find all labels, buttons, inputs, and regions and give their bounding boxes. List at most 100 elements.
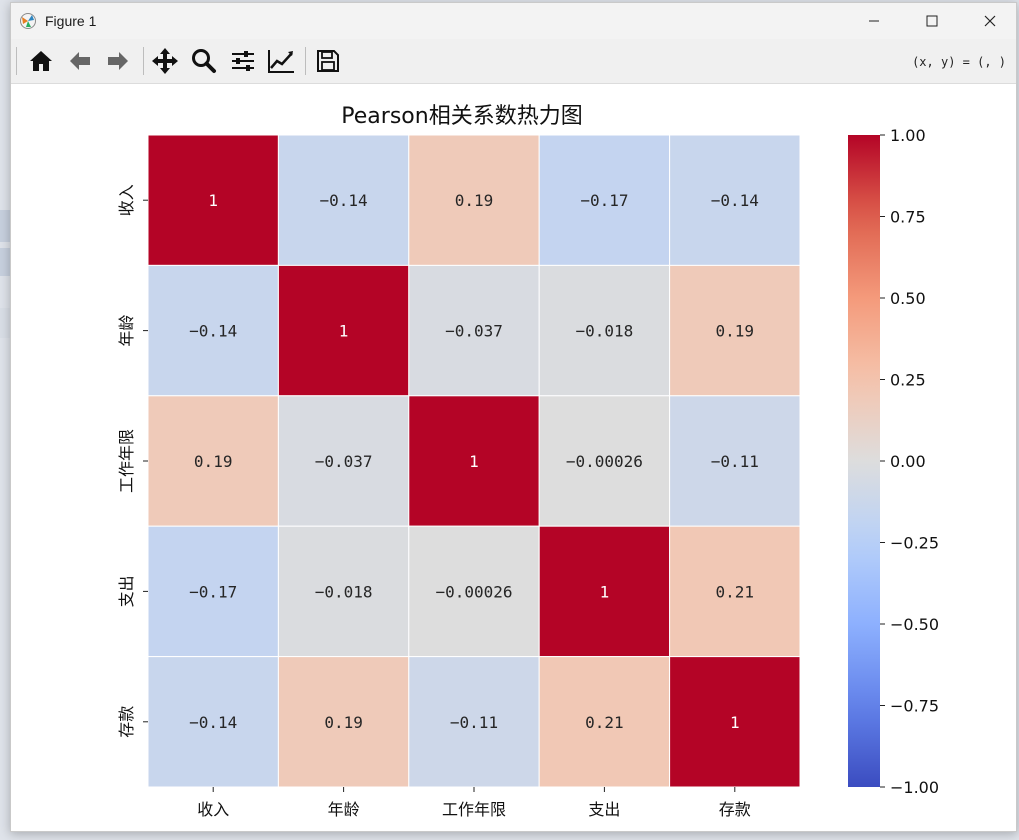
cell-value-label: −0.14 bbox=[711, 191, 759, 210]
toolbar-separator bbox=[305, 47, 306, 75]
home-button[interactable] bbox=[25, 45, 57, 77]
cell-value-label: 0.19 bbox=[194, 452, 233, 471]
colorbar-tick-label: 0.50 bbox=[890, 289, 926, 308]
cell-value-label: −0.037 bbox=[315, 452, 373, 471]
y-tick-label: 支出 bbox=[117, 575, 136, 607]
cell-value-label: −0.14 bbox=[320, 191, 368, 210]
maximize-icon bbox=[926, 15, 938, 27]
cell-value-label: −0.11 bbox=[711, 452, 759, 471]
colorbar-tick-label: 0.75 bbox=[890, 208, 926, 227]
heatmap-cell bbox=[538, 264, 671, 397]
y-tick-label: 工作年限 bbox=[117, 429, 136, 493]
configure-subplots-button[interactable] bbox=[227, 45, 259, 77]
heatmap-chart: Pearson相关系数热力图 1 −0.14 0.19 −0.17 −0.14 −0.14 1… bbox=[117, 104, 939, 819]
y-tick-label: 存款 bbox=[117, 706, 136, 738]
home-icon bbox=[30, 51, 52, 71]
pan-icon bbox=[152, 48, 178, 74]
x-tick-label: 工作年限 bbox=[442, 800, 506, 819]
cell-value-label: 0.19 bbox=[324, 713, 363, 732]
window-title: Figure 1 bbox=[45, 13, 97, 29]
heatmap-cell bbox=[408, 395, 540, 527]
navigation-toolbar: (x, y) = (, ) bbox=[11, 39, 1016, 84]
back-button[interactable] bbox=[64, 45, 96, 77]
cell-value-label: −0.14 bbox=[189, 713, 237, 732]
minimize-icon bbox=[869, 20, 879, 22]
forward-button[interactable] bbox=[102, 45, 134, 77]
heatmap-cell bbox=[277, 395, 410, 527]
cell-value-label: 1 bbox=[730, 713, 740, 732]
heatmap-cell bbox=[669, 656, 801, 788]
axes-edit-icon bbox=[268, 50, 294, 73]
figure-canvas[interactable]: Pearson相关系数热力图 1 −0.14 0.19 −0.17 −0.14 −0.14 1… bbox=[11, 84, 1016, 831]
colorbar-tick-label: 1.00 bbox=[890, 126, 926, 145]
cell-value-label: −0.14 bbox=[189, 322, 237, 341]
colorbar-tick-label: −1.00 bbox=[890, 778, 939, 797]
heatmap-cell bbox=[277, 525, 410, 658]
subplots-config-icon bbox=[232, 51, 254, 71]
cell-value-label: 1 bbox=[600, 582, 610, 601]
cell-value-label: 0.19 bbox=[455, 191, 494, 210]
colorbar-tick-label: −0.25 bbox=[890, 534, 939, 553]
minimize-button[interactable] bbox=[845, 3, 903, 39]
heatmap-cell bbox=[408, 525, 540, 658]
cell-value-label: 1 bbox=[208, 191, 218, 210]
figure-window: Figure 1 bbox=[10, 2, 1017, 832]
toolbar-separator bbox=[143, 47, 144, 75]
edit-axes-button[interactable] bbox=[265, 45, 297, 77]
heatmap-cell bbox=[408, 656, 540, 788]
colorbar-tick-label: −0.75 bbox=[890, 697, 939, 716]
chart-title: Pearson相关系数热力图 bbox=[341, 104, 582, 129]
x-tick-label: 收入 bbox=[197, 800, 229, 819]
x-tick-label: 年龄 bbox=[328, 800, 360, 819]
heatmap-cell bbox=[538, 395, 671, 527]
heatmap-cell bbox=[147, 264, 279, 397]
cell-value-label: −0.018 bbox=[576, 322, 634, 341]
cell-value-label: −0.17 bbox=[189, 582, 237, 601]
cell-value-label: 0.21 bbox=[585, 713, 624, 732]
colorbar-tick-label: 0.25 bbox=[890, 371, 926, 390]
toolbar-separator bbox=[16, 47, 17, 75]
cell-value-label: 0.21 bbox=[716, 582, 755, 601]
background-panel-strip bbox=[0, 308, 12, 338]
cell-value-label: 0.19 bbox=[716, 322, 755, 341]
x-tick-label: 支出 bbox=[588, 800, 620, 819]
x-tick-label: 存款 bbox=[719, 800, 751, 819]
heatmap-cell bbox=[408, 264, 540, 397]
heatmap-cell bbox=[669, 395, 801, 527]
heatmap-cell bbox=[147, 525, 279, 658]
heatmap-cell bbox=[669, 264, 801, 397]
cell-value-label: −0.00026 bbox=[566, 452, 643, 471]
maximize-button[interactable] bbox=[903, 3, 961, 39]
close-button[interactable] bbox=[961, 3, 1019, 39]
colorbar-tick-label: −0.50 bbox=[890, 615, 939, 634]
cell-value-label: 1 bbox=[469, 452, 479, 471]
cell-value-label: −0.17 bbox=[580, 191, 628, 210]
save-figure-button[interactable] bbox=[312, 45, 344, 77]
background-panel-strip bbox=[0, 210, 12, 242]
pan-button[interactable] bbox=[149, 45, 181, 77]
title-bar[interactable]: Figure 1 bbox=[11, 3, 1016, 39]
cursor-coordinates-readout: (x, y) = (, ) bbox=[912, 55, 1006, 69]
background-panel-strip bbox=[0, 248, 12, 276]
back-arrow-icon bbox=[70, 52, 90, 70]
close-icon bbox=[984, 15, 996, 27]
y-tick-label: 收入 bbox=[117, 184, 136, 216]
heatmap-cell bbox=[669, 525, 801, 658]
cell-value-label: −0.11 bbox=[450, 713, 498, 732]
zoom-button[interactable] bbox=[188, 45, 220, 77]
y-tick-label: 年龄 bbox=[117, 315, 136, 347]
colorbar-tick-label: 0.00 bbox=[890, 452, 926, 471]
heatmap-cell bbox=[277, 656, 410, 788]
save-icon bbox=[317, 50, 339, 72]
cell-value-label: 1 bbox=[339, 322, 349, 341]
heatmap-cell bbox=[277, 264, 410, 397]
cell-value-label: −0.018 bbox=[315, 582, 373, 601]
heatmap-cell bbox=[538, 656, 671, 788]
colorbar bbox=[848, 135, 880, 787]
forward-arrow-icon bbox=[108, 52, 128, 70]
zoom-icon bbox=[192, 49, 216, 73]
cell-value-label: −0.037 bbox=[445, 322, 503, 341]
cell-value-label: −0.00026 bbox=[435, 582, 512, 601]
heatmap-cell bbox=[669, 134, 801, 266]
matplotlib-app-icon bbox=[20, 13, 36, 29]
